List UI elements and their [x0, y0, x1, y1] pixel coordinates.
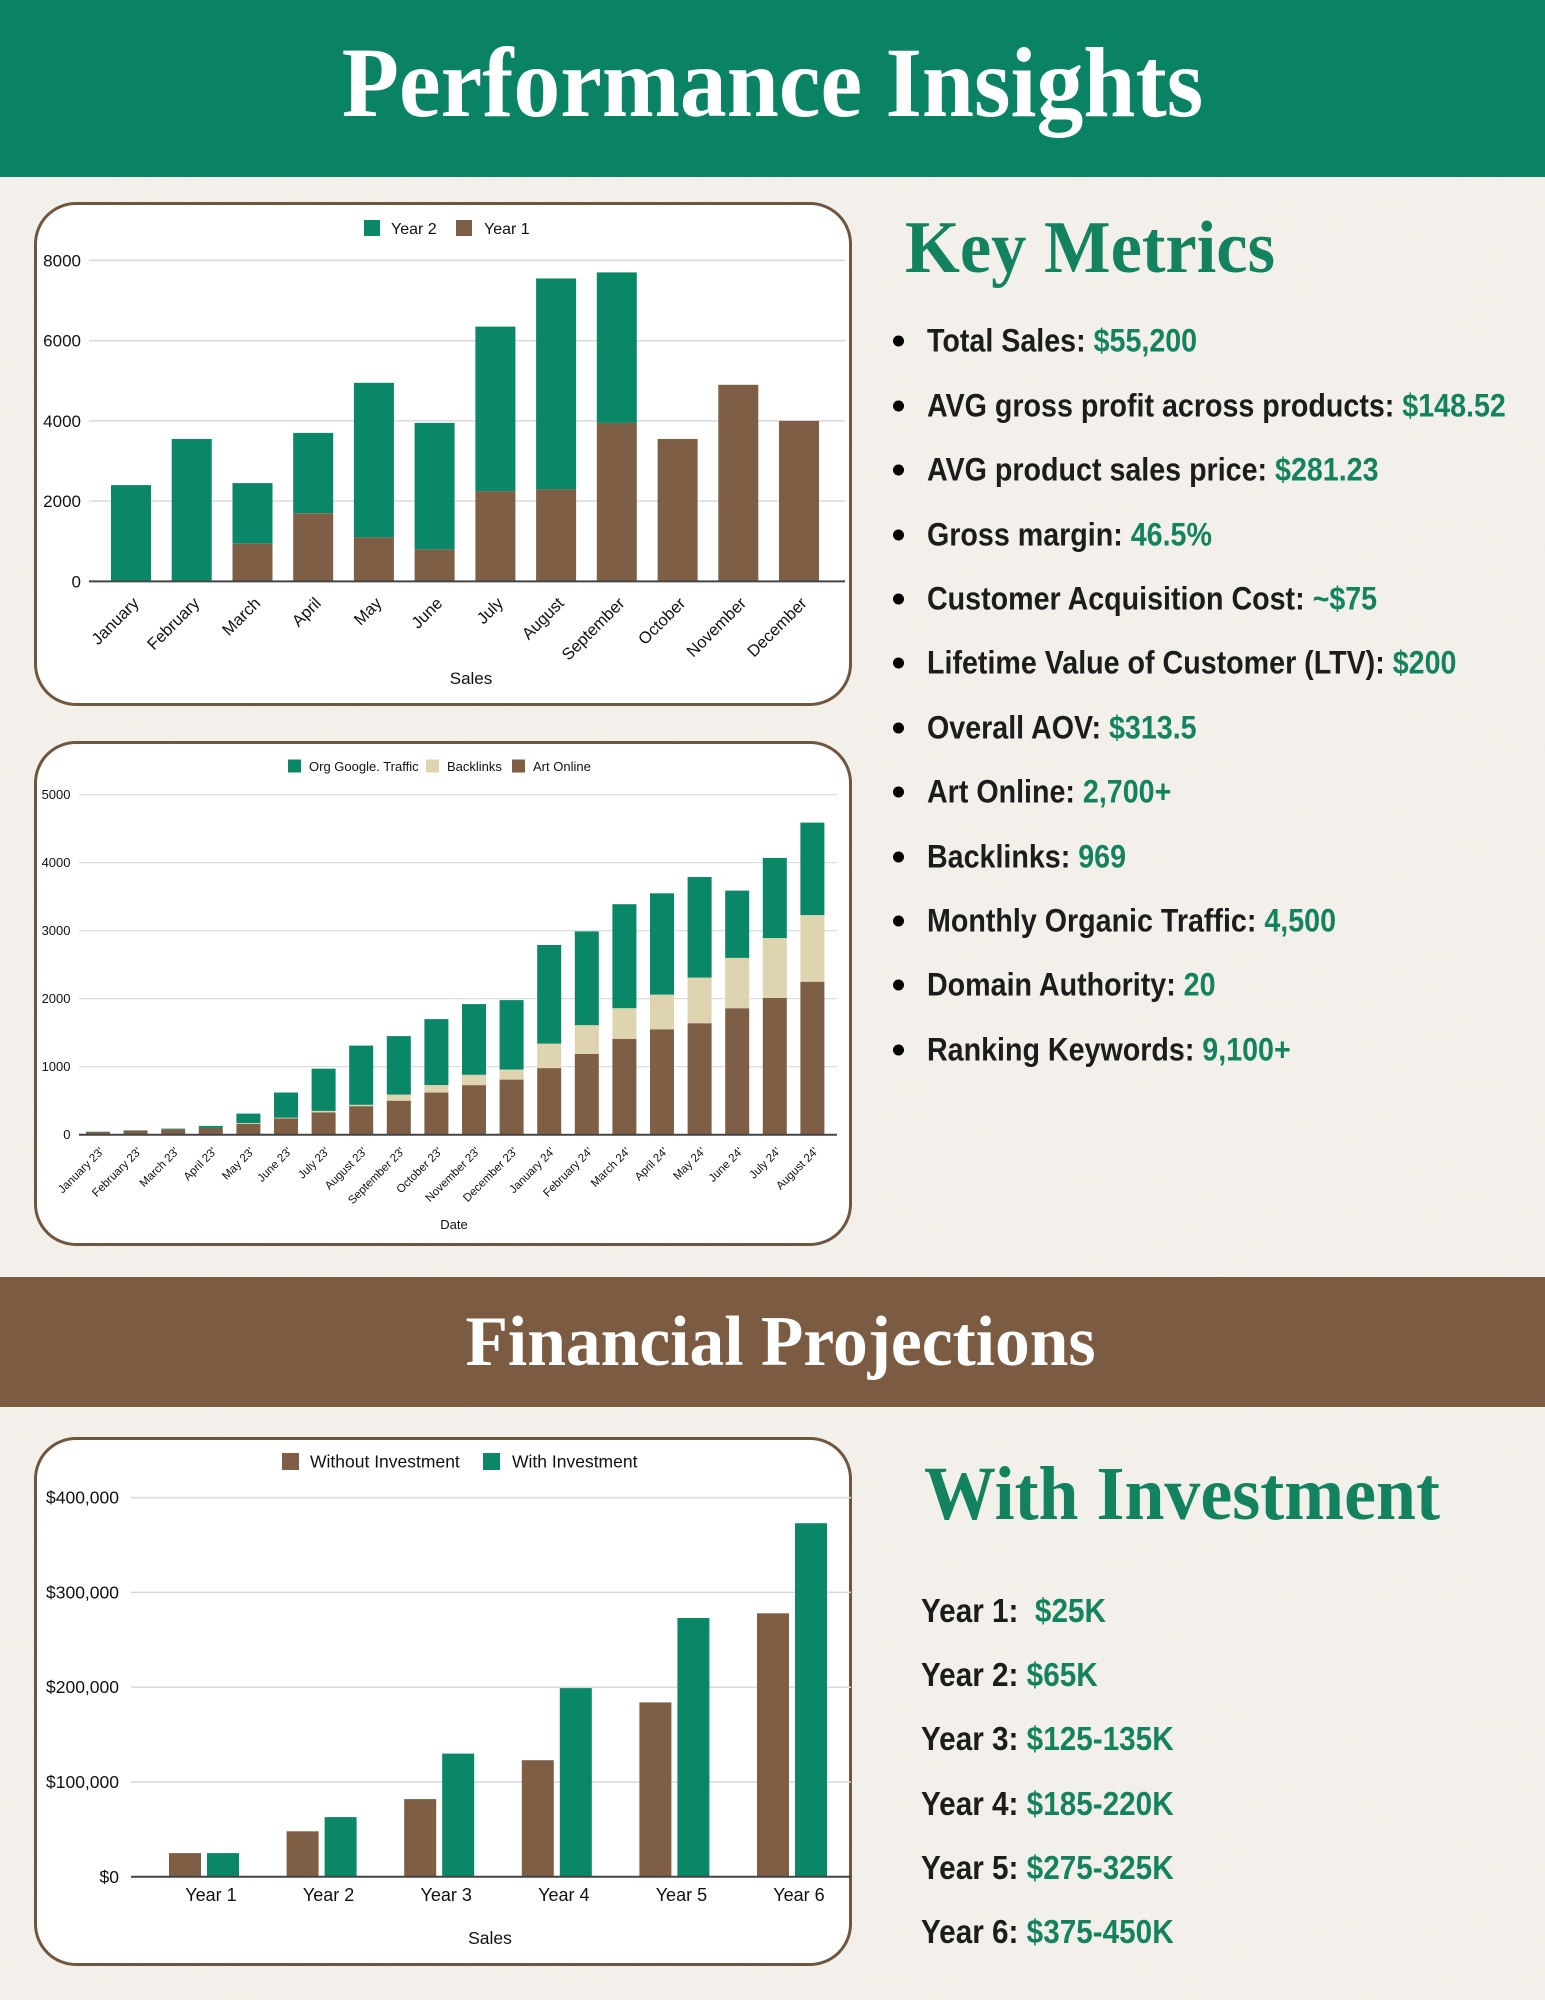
svg-text:June 24': June 24'	[706, 1145, 745, 1184]
svg-text:March 24': March 24'	[588, 1145, 632, 1189]
svg-text:0: 0	[71, 572, 80, 591]
svg-text:0: 0	[63, 1127, 70, 1142]
svg-text:6000: 6000	[43, 331, 81, 350]
svg-text:Year 2: Year 2	[391, 221, 437, 238]
svg-text:Year 6: Year 6	[773, 1885, 824, 1905]
svg-text:Year 4: Year 4	[538, 1885, 589, 1905]
svg-text:September: September	[558, 593, 628, 663]
svg-text:Year 5: Year 5	[655, 1885, 706, 1905]
svg-text:December: December	[744, 593, 811, 660]
svg-text:Org Google. Traffic: Org Google. Traffic	[309, 759, 419, 774]
svg-text:April 24': April 24'	[632, 1145, 670, 1183]
svg-text:Art Online: Art Online	[533, 759, 591, 774]
svg-text:Year 1: Year 1	[484, 221, 530, 238]
svg-text:July: July	[473, 593, 507, 627]
svg-text:April: April	[288, 594, 324, 630]
svg-text:$400,000: $400,000	[46, 1487, 119, 1507]
svg-text:Sales: Sales	[468, 1928, 512, 1948]
svg-text:June 23': June 23'	[255, 1145, 294, 1184]
svg-text:4000: 4000	[43, 411, 81, 430]
svg-text:4000: 4000	[41, 855, 70, 870]
svg-text:May 24': May 24'	[671, 1145, 708, 1182]
svg-text:1000: 1000	[41, 1059, 70, 1074]
svg-text:$200,000: $200,000	[46, 1677, 119, 1697]
svg-text:Without Investment: Without Investment	[310, 1451, 460, 1471]
svg-text:January: January	[88, 593, 143, 648]
svg-text:2000: 2000	[43, 492, 81, 511]
svg-text:Year 1: Year 1	[185, 1885, 236, 1905]
svg-text:July 24': July 24'	[747, 1145, 783, 1181]
svg-text:Year 3: Year 3	[420, 1885, 471, 1905]
svg-text:8000: 8000	[43, 251, 81, 270]
svg-text:April 23': April 23'	[181, 1145, 219, 1183]
svg-text:October: October	[635, 593, 690, 648]
svg-text:July 23': July 23'	[296, 1145, 332, 1181]
svg-text:June: June	[408, 594, 446, 632]
svg-text:March 23': March 23'	[137, 1145, 181, 1189]
svg-text:With Investment: With Investment	[512, 1451, 638, 1471]
svg-text:$300,000: $300,000	[46, 1582, 119, 1602]
svg-text:Date: Date	[440, 1217, 467, 1232]
svg-text:May 23': May 23'	[220, 1145, 257, 1182]
svg-text:2000: 2000	[41, 991, 70, 1006]
svg-text:3000: 3000	[41, 923, 70, 938]
svg-text:August: August	[518, 594, 567, 643]
svg-text:Backlinks: Backlinks	[447, 759, 502, 774]
svg-text:Sales: Sales	[449, 669, 492, 688]
svg-text:5000: 5000	[41, 787, 70, 802]
svg-text:November: November	[683, 593, 750, 660]
svg-text:March: March	[219, 594, 264, 639]
svg-text:May: May	[350, 593, 385, 628]
svg-text:$100,000: $100,000	[46, 1772, 119, 1792]
svg-text:Year 2: Year 2	[302, 1885, 353, 1905]
svg-text:$0: $0	[99, 1866, 119, 1886]
svg-text:February: February	[143, 593, 203, 653]
